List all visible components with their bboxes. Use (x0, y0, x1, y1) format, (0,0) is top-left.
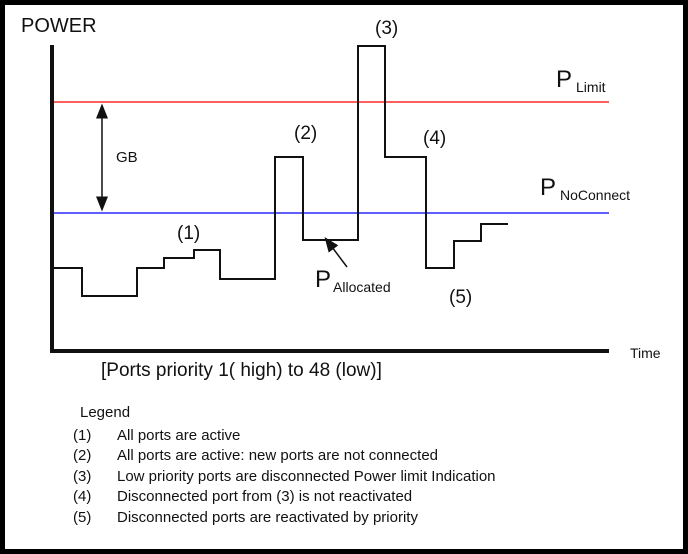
p-allocated-arrow (324, 237, 348, 268)
marker-3: (3) (375, 18, 398, 39)
legend-text: All ports are active (117, 426, 241, 444)
legend-item: (5) Disconnected ports are reactivated by… (65, 508, 496, 529)
p-allocated-label: P Allocated (315, 266, 391, 295)
legend-number: (1) (73, 426, 92, 444)
marker-5: (5) (449, 287, 472, 308)
power-curve (54, 45, 508, 297)
marker-4: (4) (423, 128, 446, 149)
marker-1: (1) (177, 223, 200, 244)
legend-number: (4) (73, 488, 92, 505)
y-axis-label: POWER (21, 15, 97, 37)
legend-number: (5) (73, 508, 92, 526)
legend-item: (4) Disconnected port from (3) is not rea… (65, 487, 496, 508)
legend-number: (2) (73, 447, 92, 464)
p-limit-label: P Limit (556, 66, 606, 95)
legend-title: Legend (80, 404, 131, 421)
axis-caption: [Ports priority 1( high) to 48 (low)] (101, 360, 382, 381)
legend-text: Disconnected ports are reactivated by pr… (117, 508, 418, 526)
legend-item: (3) Low priority ports are disconnected P… (65, 467, 496, 488)
marker-2: (2) (294, 123, 317, 144)
legend-number: (3) (73, 467, 92, 485)
legend-text: Low priority ports are disconnected Powe… (117, 467, 496, 485)
legend-item: (1) All ports are active (65, 426, 496, 447)
legend-text: Disconnected port from (3) is not reacti… (117, 488, 413, 505)
x-axis-label: Time (630, 345, 661, 361)
p-noconnect-label: P NoConnect (540, 174, 630, 203)
legend: Legend (1) All ports are active (2) All po… (65, 403, 496, 528)
gb-label: GB (116, 149, 138, 166)
legend-item: (2) All ports are active: new ports are n… (65, 446, 496, 467)
legend-text: All ports are active: new ports are not … (117, 447, 439, 464)
power-diagram: POWER Time GB P Limit P NoConnect P Allocat… (21, 15, 661, 381)
